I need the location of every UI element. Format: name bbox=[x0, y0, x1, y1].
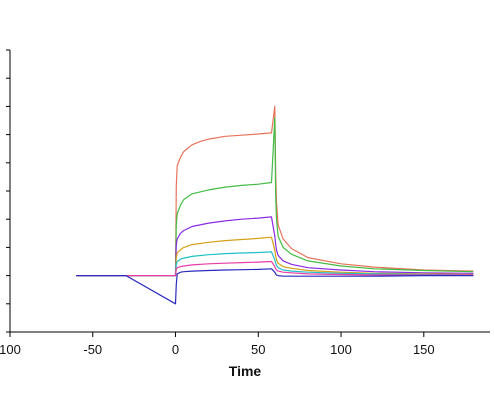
series-line-2 bbox=[76, 117, 474, 277]
x-tick-label: -50 bbox=[83, 342, 102, 357]
x-tick-label: 100 bbox=[330, 342, 352, 357]
series-line-1 bbox=[76, 105, 474, 277]
x-tick-label: 50 bbox=[251, 342, 265, 357]
axes bbox=[6, 49, 490, 337]
x-tick-label: 100 bbox=[0, 342, 21, 357]
series-line-4 bbox=[76, 236, 474, 277]
x-tick-label: 150 bbox=[413, 342, 435, 357]
series-line-3 bbox=[76, 216, 474, 277]
series-line-6 bbox=[76, 260, 474, 277]
x-axis-title: Time bbox=[229, 363, 262, 379]
series-layer bbox=[76, 105, 474, 305]
x-tick-labels: 100 -50 0 50 100 150 bbox=[0, 342, 435, 357]
series-line-7 bbox=[76, 268, 474, 305]
x-tick-label: 0 bbox=[172, 342, 179, 357]
series-line-5 bbox=[76, 251, 474, 277]
